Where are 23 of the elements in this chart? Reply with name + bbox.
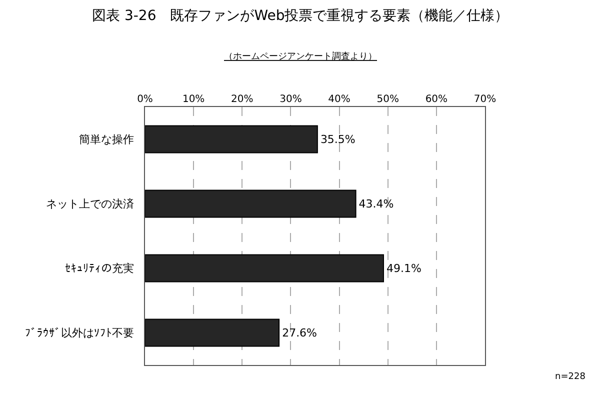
chart-title: 図表 3-26 既存ファンがWeb投票で重視する要素（機能／仕様） (92, 8, 509, 24)
bar (145, 254, 384, 282)
bar (145, 318, 280, 347)
bar (145, 125, 318, 154)
x-tick-label: 70% (474, 94, 496, 105)
x-tick-label: 10% (182, 94, 205, 105)
bar (145, 190, 356, 218)
x-tick-label: 60% (425, 94, 448, 105)
data-label: 43.4% (358, 197, 394, 210)
x-tick-label: 0% (137, 94, 153, 105)
x-tick-label: 50% (376, 94, 399, 105)
y-tick-label: ﾌﾞﾗｳｻﾞ以外はｿﾌﾄ不要 (24, 326, 134, 340)
x-tick-label: 40% (328, 94, 350, 105)
y-tick-label: ｾｷｭﾘﾃｨの充実 (64, 262, 134, 276)
x-tick-label: 20% (231, 94, 254, 105)
y-tick-label: 簡単な操作 (78, 133, 134, 146)
data-label: 35.5% (320, 132, 356, 146)
x-tick-label: 30% (280, 94, 302, 105)
y-tick-label: ネット上での決済 (46, 198, 134, 211)
data-label: 27.6% (282, 326, 318, 340)
text: n=228 (555, 372, 586, 382)
chart-subtitle: （ホームページアンケート調査より） (224, 51, 377, 62)
data-label: 49.1% (386, 262, 422, 275)
